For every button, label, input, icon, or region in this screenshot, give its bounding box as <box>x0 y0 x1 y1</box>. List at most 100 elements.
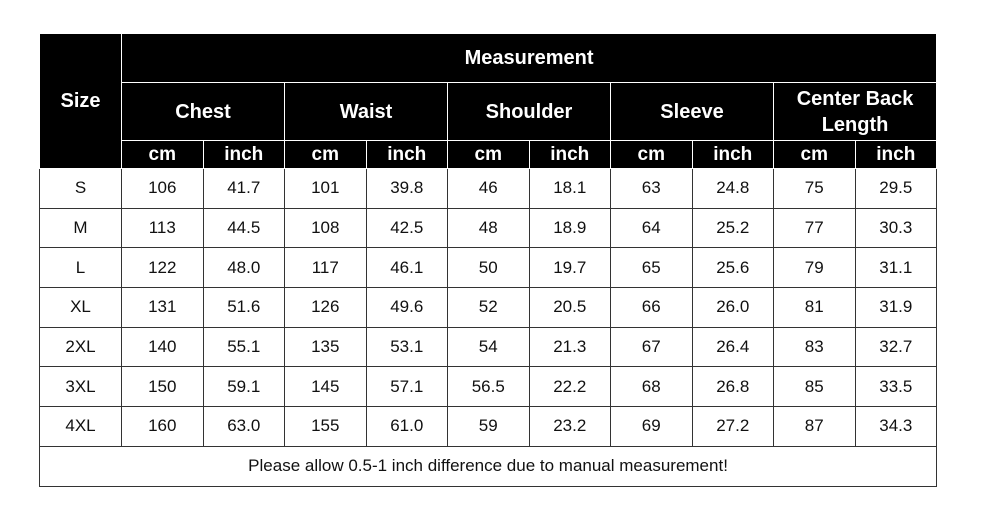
value-cell: 67 <box>610 326 693 368</box>
group-header: Shoulder <box>447 82 611 141</box>
size-cell: 2XL <box>39 326 122 368</box>
value-cell: 101 <box>284 168 367 209</box>
value-cell: 20.5 <box>528 287 611 328</box>
value-cell: 81 <box>773 287 856 328</box>
value-cell: 51.6 <box>202 287 285 328</box>
value-cell: 56.5 <box>447 366 530 408</box>
value-cell: 46 <box>447 168 530 209</box>
value-cell: 53.1 <box>365 326 448 368</box>
group-header: Waist <box>284 82 448 141</box>
measurement-header: Measurement <box>120 33 938 83</box>
value-cell: 19.7 <box>528 247 611 289</box>
size-chart: Size Measurement Chest Waist Shoulder Sleeve C… <box>38 33 938 487</box>
unit-header: cm <box>773 140 856 169</box>
value-cell: 61.0 <box>365 406 448 447</box>
value-cell: 18.1 <box>528 168 611 209</box>
value-cell: 55.1 <box>202 326 285 368</box>
value-cell: 21.3 <box>528 326 611 368</box>
value-cell: 117 <box>284 247 367 289</box>
value-cell: 85 <box>773 366 856 408</box>
value-cell: 122 <box>121 247 204 289</box>
value-cell: 18.9 <box>528 207 611 249</box>
unit-header: inch <box>365 140 448 169</box>
value-cell: 31.1 <box>854 247 938 289</box>
value-cell: 108 <box>284 207 367 249</box>
data-row: 3XL 150 59.1 145 57.1 56.5 22.2 68 26.8 85 33.5 <box>39 366 938 408</box>
value-cell: 54 <box>447 326 530 368</box>
value-cell: 52 <box>447 287 530 328</box>
value-cell: 87 <box>773 406 856 447</box>
value-cell: 77 <box>773 207 856 249</box>
size-cell: L <box>39 247 122 289</box>
value-cell: 48.0 <box>202 247 285 289</box>
value-cell: 65 <box>610 247 693 289</box>
value-cell: 75 <box>773 168 856 209</box>
size-cell: S <box>39 168 122 209</box>
value-cell: 57.1 <box>365 366 448 408</box>
value-cell: 39.8 <box>365 168 448 209</box>
value-cell: 26.8 <box>691 366 774 408</box>
unit-header: cm <box>121 140 204 169</box>
value-cell: 24.8 <box>691 168 774 209</box>
value-cell: 83 <box>773 326 856 368</box>
value-cell: 25.6 <box>691 247 774 289</box>
value-cell: 140 <box>121 326 204 368</box>
value-cell: 150 <box>121 366 204 408</box>
value-cell: 155 <box>284 406 367 447</box>
value-cell: 33.5 <box>854 366 938 408</box>
size-cell: M <box>39 207 122 249</box>
value-cell: 106 <box>121 168 204 209</box>
value-cell: 49.6 <box>365 287 448 328</box>
value-cell: 135 <box>284 326 367 368</box>
value-cell: 160 <box>121 406 204 447</box>
group-header: Center Back Length <box>772 82 938 141</box>
note-row: Please allow 0.5-1 inch difference due t… <box>38 445 938 487</box>
value-cell: 31.9 <box>854 287 938 328</box>
unit-header: cm <box>284 140 367 169</box>
unit-header: inch <box>691 140 774 169</box>
unit-row: cm inch cm inch cm inch cm inch cm inch <box>40 140 938 169</box>
unit-header: cm <box>610 140 693 169</box>
note: Please allow 0.5-1 inch difference due t… <box>38 445 938 487</box>
value-cell: 64 <box>610 207 693 249</box>
group-header: Sleeve <box>610 82 774 141</box>
value-cell: 27.2 <box>691 406 774 447</box>
value-cell: 63.0 <box>202 406 285 447</box>
unit-header: inch <box>854 140 938 169</box>
value-cell: 29.5 <box>854 168 938 209</box>
data-row: S 106 41.7 101 39.8 46 18.1 63 24.8 75 29.5 <box>39 168 938 209</box>
value-cell: 32.7 <box>854 326 938 368</box>
value-cell: 69 <box>610 406 693 447</box>
size-cell: 4XL <box>39 406 122 447</box>
value-cell: 59 <box>447 406 530 447</box>
unit-header: inch <box>202 140 285 169</box>
value-cell: 68 <box>610 366 693 408</box>
value-cell: 46.1 <box>365 247 448 289</box>
value-cell: 25.2 <box>691 207 774 249</box>
size-cell: XL <box>39 287 122 328</box>
data-row: M 113 44.5 108 42.5 48 18.9 64 25.2 77 30.3 <box>39 207 938 249</box>
value-cell: 23.2 <box>528 406 611 447</box>
value-cell: 41.7 <box>202 168 285 209</box>
value-cell: 26.4 <box>691 326 774 368</box>
data-row: 2XL 140 55.1 135 53.1 54 21.3 67 26.4 83 32.7 <box>39 326 938 368</box>
value-cell: 26.0 <box>691 287 774 328</box>
value-cell: 42.5 <box>365 207 448 249</box>
size-header: Size <box>39 33 122 169</box>
value-cell: 48 <box>447 207 530 249</box>
unit-header: inch <box>528 140 611 169</box>
value-cell: 63 <box>610 168 693 209</box>
value-cell: 30.3 <box>854 207 938 249</box>
value-cell: 59.1 <box>202 366 285 408</box>
data-row: 4XL 160 63.0 155 61.0 59 23.2 69 27.2 87 34.3 <box>39 406 938 447</box>
value-cell: 34.3 <box>854 406 938 447</box>
value-cell: 66 <box>610 287 693 328</box>
value-cell: 113 <box>121 207 204 249</box>
unit-header: cm <box>447 140 530 169</box>
group-row: Chest Waist Shoulder Sleeve Center Back Leng… <box>40 82 938 141</box>
data-row: XL 131 51.6 126 49.6 52 20.5 66 26.0 81 31.9 <box>39 287 938 328</box>
value-cell: 145 <box>284 366 367 408</box>
value-cell: 44.5 <box>202 207 285 249</box>
value-cell: 22.2 <box>528 366 611 408</box>
